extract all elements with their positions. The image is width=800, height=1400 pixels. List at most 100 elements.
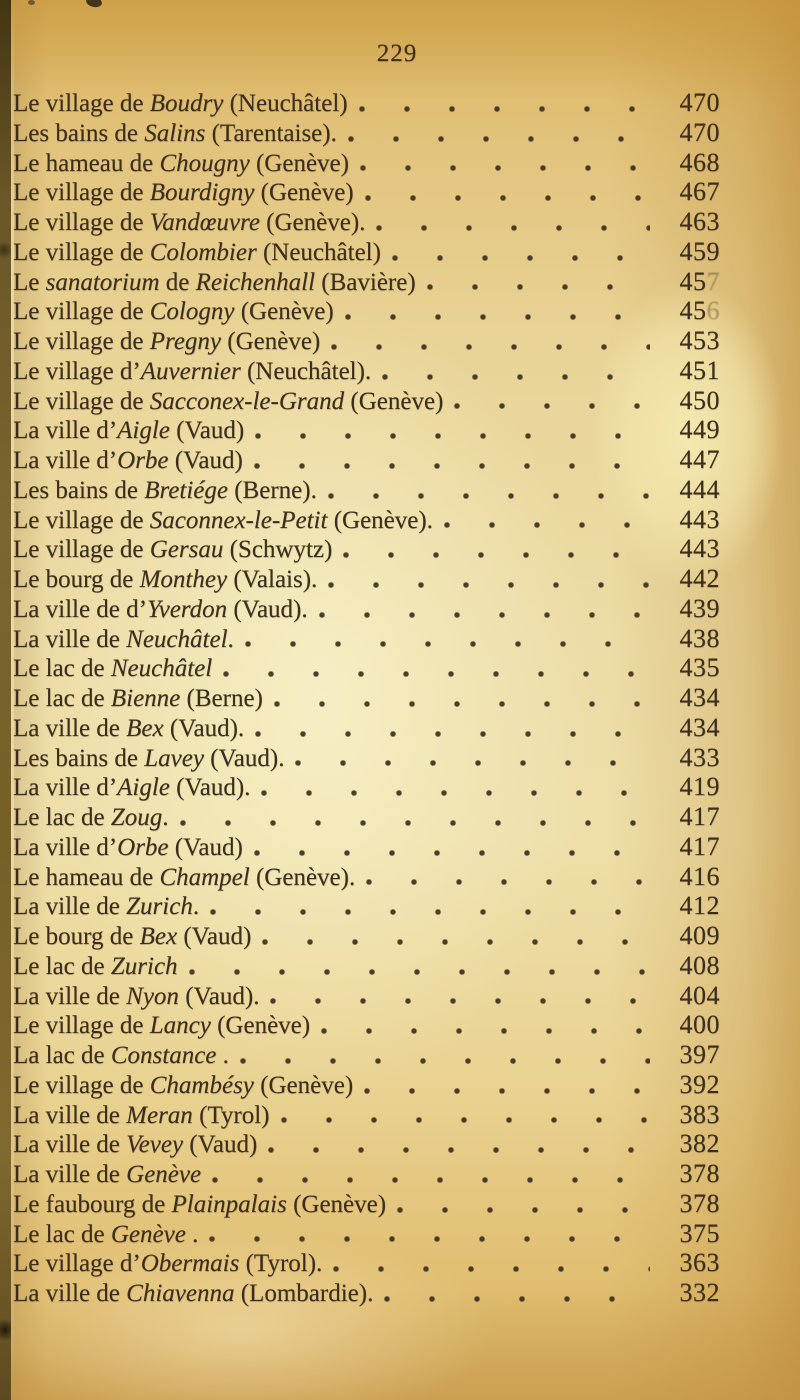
dot-leader [210, 907, 650, 917]
entry-text: La ville d’Orbe (Vaud) [13, 446, 243, 476]
entry-prefix: (Vaud). [227, 595, 308, 623]
entry-prefix: Le village de [13, 1012, 150, 1040]
entry-prefix: . [227, 625, 234, 653]
entry-prefix: La ville de [13, 625, 127, 653]
altitude-value: 447 [679, 445, 720, 474]
entry-text: Le lac de Bienne (Berne) [13, 684, 263, 714]
altitude-value: 383 [679, 1099, 720, 1129]
entry-prefix: La ville de [13, 982, 127, 1010]
entry-prefix: Les bains de [13, 744, 145, 772]
entry-text: Les bains de Lavey (Vaud). [13, 744, 284, 774]
dot-leader [328, 579, 650, 590]
entry-text: Le village de Chambésy (Genève) [13, 1071, 353, 1101]
altitude-value: 409 [679, 921, 720, 950]
dot-leader [295, 758, 650, 769]
entry-text: La ville d’Aigle (Vaud) [13, 416, 244, 446]
place-name: Aigle [117, 774, 170, 802]
dot-leader [331, 341, 650, 352]
entry-prefix: de [159, 268, 196, 296]
place-name: Auvernier [140, 357, 241, 385]
place-name: Yverdon [146, 595, 228, 623]
dot-leader [426, 282, 650, 293]
entry-prefix: Le village de [13, 536, 150, 564]
dot-leader [273, 698, 650, 709]
altitude-value: 463 [679, 207, 720, 236]
entry-prefix: La ville de d’ [13, 595, 147, 623]
place-name: Zurich [126, 893, 193, 921]
entry-text: Les bains de Bretiége (Berne). [13, 476, 317, 506]
altitude-value: 444 [679, 474, 720, 504]
list-item: La ville d’Orbe (Vaud) 447 [13, 445, 720, 475]
dot-leader [253, 460, 650, 471]
dot-leader [179, 817, 650, 828]
list-item: La ville de Bex (Vaud). 434 [13, 713, 720, 743]
entry-prefix: (Vaud). [178, 982, 260, 1010]
entry-prefix: (Vaud). [163, 714, 245, 742]
altitude-value: 453 [679, 326, 720, 355]
entry-text: Le village de Bourdigny (Genève) [13, 178, 354, 208]
entry-prefix: (Genève) [210, 1012, 311, 1040]
altitude-value: 433 [679, 742, 720, 772]
dot-leader [321, 1026, 650, 1036]
list-item: La ville d’Aigle (Vaud). 419 [13, 772, 720, 802]
entry-prefix: Le bourg de [13, 566, 140, 593]
entry-prefix: Le lac de [13, 952, 111, 980]
entry-prefix: Le village de [13, 387, 150, 415]
entry-text: La ville de Chiavenna (Lombardie). [13, 1279, 373, 1309]
place-name: Chougny [159, 149, 250, 177]
place-name: Obermais [140, 1250, 240, 1278]
list-item: Le village de Boudry (Neuchâtel) 470 [13, 88, 720, 118]
entry-text: Les bains de Salins (Tarentaise). [13, 119, 337, 149]
entry-prefix: Le faubourg de [13, 1190, 172, 1218]
list-item: Le village de Lancy (Genève) 400 [13, 1010, 720, 1040]
list-item: La ville de Neuchâtel. 438 [13, 624, 720, 654]
entry-prefix: Le lac de [13, 804, 111, 831]
altitude-value: 451 [679, 355, 720, 385]
list-item: La lac de Constance . 397 [13, 1040, 720, 1070]
place-name: Bex [139, 923, 178, 950]
list-item: Le lac de Bienne (Berne) 434 [13, 683, 720, 713]
entry-prefix: . [185, 1220, 199, 1248]
entry-prefix: (Genève) [253, 1071, 354, 1099]
entry-prefix: Le village de [13, 1071, 150, 1099]
entry-prefix: Les bains de [13, 119, 145, 147]
entry-prefix: La ville d’ [13, 833, 118, 861]
place-name: Bex [126, 714, 164, 742]
place-name: Zoug [110, 804, 163, 831]
entry-prefix: (Vaud) [168, 447, 243, 474]
list-item: Les bains de Bretiége (Berne). 444 [13, 475, 720, 505]
entry-text: Le village de Vandœuvre (Genève). [13, 208, 365, 238]
entry-prefix: (Vaud). [203, 744, 285, 772]
altitude-value: 378 [679, 1159, 720, 1188]
entry-prefix: . [192, 893, 200, 921]
entry-prefix: Le village de [13, 179, 150, 207]
altitude-value: 392 [679, 1069, 720, 1099]
list-item: Le bourg de Bex (Vaud) 409 [13, 921, 720, 951]
dot-leader [262, 936, 650, 947]
entry-prefix: (Vaud). [169, 774, 251, 802]
entry-prefix: Le village de [13, 209, 150, 236]
entry-text: Le lac de Genève . [13, 1220, 198, 1250]
dot-leader [347, 133, 650, 144]
list-item: Le bourg de Monthey (Valais). 442 [13, 564, 720, 594]
altitude-list: Le village de Boudry (Neuchâtel) 470 Les b… [13, 88, 720, 1308]
altitude-value: 467 [679, 177, 720, 207]
altitude-value: 443 [679, 504, 720, 534]
entry-prefix: (Genève). [259, 209, 366, 236]
entry-prefix: (Genève) [249, 149, 349, 177]
dot-leader [344, 312, 650, 322]
entry-prefix: . [162, 804, 169, 831]
entry-text: Le village de Cologny (Genève) [13, 297, 334, 327]
list-item: La ville de Meran (Tyrol) 383 [13, 1100, 720, 1130]
dot-leader [391, 252, 650, 263]
entry-text: Le faubourg de Plainpalais (Genève) [13, 1190, 386, 1220]
dot-leader [366, 877, 650, 888]
altitude-value: 417 [679, 831, 720, 861]
list-item: Le village de Vandœuvre (Genève). 463 [13, 207, 720, 237]
dot-leader [397, 1204, 650, 1215]
list-item: Le lac de Genève . 375 [13, 1219, 720, 1249]
entry-text: Le village de Sacconex-le-Grand (Genève) [13, 387, 443, 417]
entry-prefix: Le village de [13, 238, 150, 266]
altitude-value: 397 [679, 1040, 720, 1069]
